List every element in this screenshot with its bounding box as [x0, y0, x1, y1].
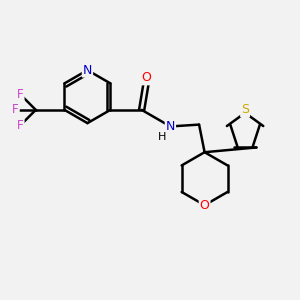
Text: O: O [141, 71, 151, 84]
Text: S: S [241, 103, 249, 116]
Text: F: F [17, 119, 24, 132]
Text: N: N [166, 120, 175, 133]
Text: H: H [158, 132, 166, 142]
Text: O: O [200, 199, 209, 212]
Text: F: F [12, 103, 19, 116]
Text: F: F [17, 88, 24, 101]
Text: N: N [83, 64, 92, 76]
